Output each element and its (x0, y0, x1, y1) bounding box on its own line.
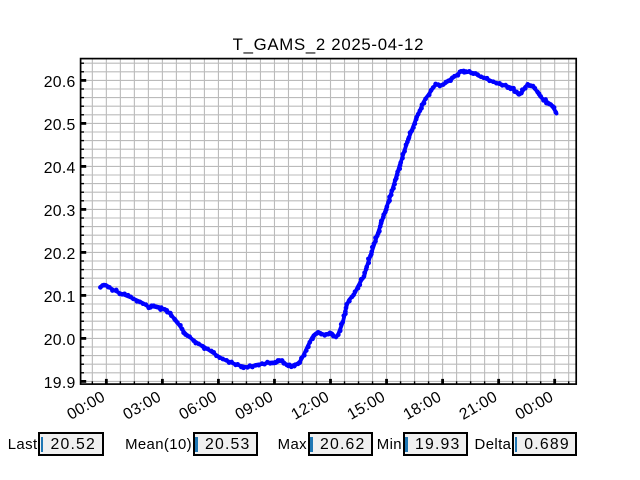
svg-text:20.1: 20.1 (44, 289, 76, 306)
svg-text:03:00: 03:00 (120, 388, 164, 423)
svg-text:19.9: 19.9 (44, 375, 76, 392)
svg-text:00:00: 00:00 (513, 388, 557, 423)
svg-text:09:00: 09:00 (232, 388, 276, 423)
svg-text:00:00: 00:00 (64, 388, 108, 423)
svg-text:20.2: 20.2 (44, 246, 76, 263)
svg-text:21:00: 21:00 (457, 388, 501, 423)
svg-text:20.5: 20.5 (44, 117, 76, 134)
svg-text:12:00: 12:00 (288, 388, 332, 423)
svg-text:T_GAMS_2 2025-04-12: T_GAMS_2 2025-04-12 (233, 35, 424, 54)
svg-text:20.4: 20.4 (44, 160, 76, 177)
svg-text:20.6: 20.6 (44, 74, 76, 91)
svg-text:20.0: 20.0 (44, 332, 76, 349)
svg-text:15:00: 15:00 (345, 388, 389, 423)
svg-text:06:00: 06:00 (176, 388, 220, 423)
svg-text:18:00: 18:00 (401, 388, 445, 423)
svg-text:20.3: 20.3 (44, 203, 76, 220)
